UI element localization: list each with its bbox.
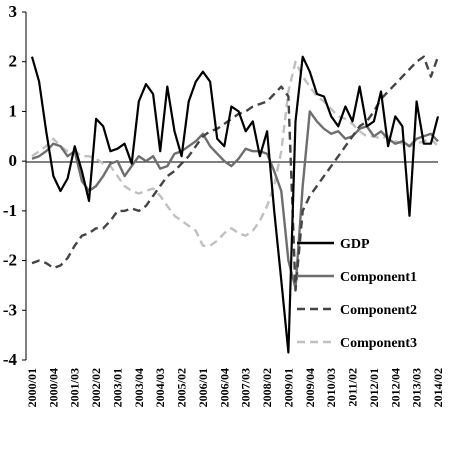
x-tick-label: 2003/01 <box>110 368 124 407</box>
x-axis-ticks: 2000/01 2000/04 2001/03 2002/02 2003/01 2003/… <box>25 368 445 407</box>
y-tick-label: 0 <box>9 151 18 170</box>
x-tick-label: 2000/01 <box>25 368 39 407</box>
x-tick-label: 2001/03 <box>68 368 82 407</box>
series-layer <box>30 55 440 354</box>
x-tick-label: 2012/01 <box>367 368 381 407</box>
legend-label-gdp: GDP <box>340 237 370 252</box>
x-tick-label: 2006/04 <box>217 368 231 407</box>
x-tick-label: 2004/03 <box>153 368 167 407</box>
legend-label-component3: Component3 <box>340 336 417 351</box>
y-tick-label: -2 <box>3 251 17 270</box>
x-tick-label: 2014/02 <box>431 368 445 407</box>
x-tick-label: 2008/02 <box>260 368 274 407</box>
series-line-component2 <box>31 55 440 292</box>
x-tick-label: 2010/03 <box>324 368 338 407</box>
x-tick-label: 2000/04 <box>46 368 60 407</box>
legend: GDP Component1 Component2 Component3 <box>297 237 417 351</box>
series-line-gdp <box>30 55 440 354</box>
x-tick-label: 2009/04 <box>303 368 317 407</box>
x-tick-label: 2012/04 <box>388 368 402 407</box>
x-tick-label: 2006/01 <box>196 368 210 407</box>
x-tick-label: 2013/03 <box>410 368 424 407</box>
x-tick-label: 2007/03 <box>239 368 253 407</box>
x-tick-label: 2003/04 <box>132 368 146 407</box>
legend-label-component2: Component2 <box>340 303 417 318</box>
series-line-component3 <box>31 60 439 247</box>
x-tick-label: 2005/02 <box>175 368 189 407</box>
legend-label-component1: Component1 <box>340 270 417 285</box>
y-tick-label: -3 <box>3 300 17 319</box>
x-tick-label: 2002/02 <box>89 368 103 407</box>
x-tick-label: 2009/01 <box>281 368 295 407</box>
y-tick-label: 1 <box>9 101 18 120</box>
x-tick-label: 2011/02 <box>346 368 360 407</box>
y-tick-label: -4 <box>3 350 18 369</box>
y-tick-label: 2 <box>9 52 18 71</box>
y-tick-label: -1 <box>3 201 17 220</box>
y-tick-label: 3 <box>9 2 18 21</box>
series-line-component1 <box>31 110 439 290</box>
y-axis-ticks: 3 2 1 0 -1 -2 -3 -4 <box>3 2 26 369</box>
